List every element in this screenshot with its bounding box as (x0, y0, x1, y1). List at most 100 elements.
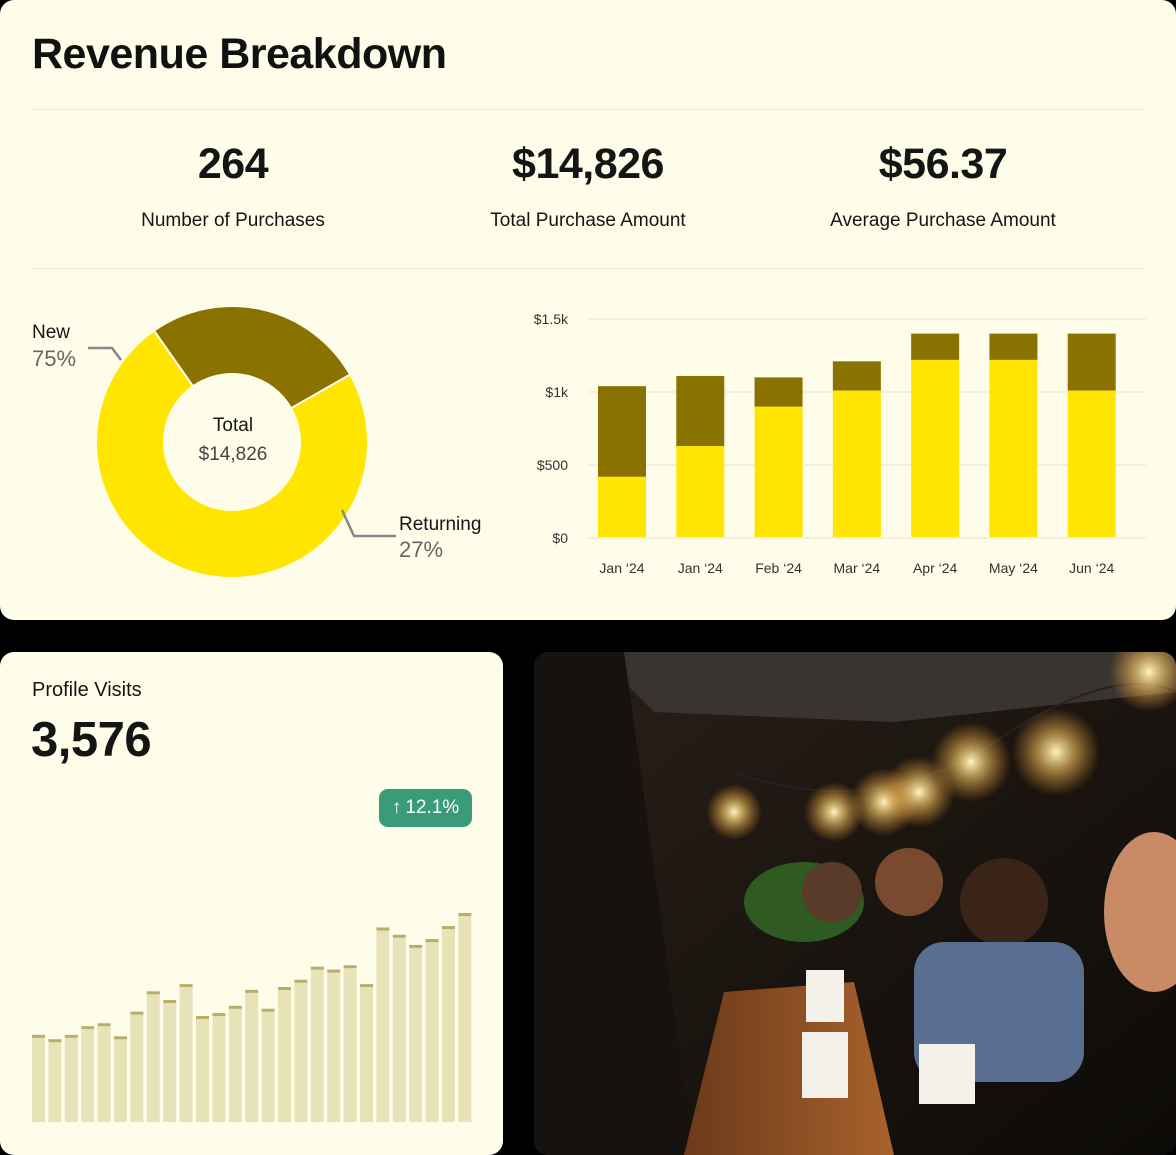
visits-bar-cap (228, 1005, 242, 1009)
page-title: Revenue Breakdown (32, 30, 447, 78)
visits-bar-cap (392, 934, 406, 938)
visits-bar (294, 982, 308, 1122)
bar-returning (598, 386, 646, 477)
visits-bar (212, 1016, 226, 1122)
bar-returning (1067, 333, 1116, 391)
revenue-card: Revenue Breakdown 264 Number of Purchase… (0, 0, 1176, 620)
visits-bar-cap (310, 966, 324, 970)
divider (32, 109, 1144, 110)
cup (919, 1044, 975, 1104)
donut-center-value: $14,826 (199, 444, 268, 465)
visits-bar (114, 1039, 127, 1122)
visits-bar-cap (360, 984, 373, 988)
visits-bar (228, 1008, 242, 1122)
divider (32, 268, 1144, 269)
x-tick-label: Mar ‘24 (834, 560, 881, 576)
donut-slice-returning (152, 305, 352, 410)
truck-side (534, 652, 694, 1155)
leader-line-new (88, 346, 122, 361)
visits-bar-cap (64, 1034, 78, 1038)
photo-illustration (534, 652, 1176, 1155)
y-tick-label: $1k (545, 384, 569, 400)
visits-bar-cap (442, 926, 455, 930)
visits-bar (442, 929, 455, 1122)
donut-center-label: Total (213, 415, 253, 436)
visits-bar (376, 930, 390, 1122)
x-tick-label: Apr ‘24 (913, 560, 958, 576)
stat-total-purchase-amount: $14,826 Total Purchase Amount (408, 138, 768, 232)
donut-slice-new (95, 329, 369, 579)
change-badge: ↑ 12.1% (379, 789, 472, 827)
visits-bar (64, 1037, 78, 1122)
bar-new (989, 359, 1038, 537)
counter (684, 982, 894, 1155)
bar-new (911, 359, 960, 537)
bar-new (598, 476, 646, 537)
stat-number-of-purchases: 264 Number of Purchases (53, 138, 413, 232)
bar-returning (989, 333, 1038, 360)
profile-visits-chart (32, 913, 472, 1122)
visits-bar (425, 942, 439, 1122)
visits-bar (130, 1014, 144, 1122)
profile-visits-label: Profile Visits (32, 679, 142, 701)
visits-bar-cap (278, 986, 291, 990)
x-tick-label: Feb ‘24 (755, 560, 802, 576)
bar-new (1067, 390, 1116, 537)
awning (594, 652, 1176, 722)
legend-value-new: 75% (32, 346, 76, 371)
visits-bar-cap (48, 1039, 62, 1043)
person-2 (875, 848, 943, 916)
visits-bar-cap (425, 939, 439, 943)
visits-bar (458, 916, 472, 1122)
visits-bar (261, 1011, 275, 1122)
visits-bar (146, 994, 160, 1122)
visits-bar-cap (212, 1013, 226, 1017)
visits-bar (196, 1019, 209, 1122)
visits-bar (245, 992, 259, 1122)
visits-bar-cap (327, 969, 341, 973)
visits-bar-cap (245, 989, 259, 993)
visits-bar-cap (376, 927, 390, 931)
visits-bar (409, 947, 423, 1122)
y-tick-label: $500 (537, 457, 568, 473)
legend-label-returning: Returning (399, 514, 481, 535)
visits-bar-cap (146, 991, 160, 995)
person-4 (1104, 832, 1176, 992)
y-tick-label: $1.5k (534, 311, 569, 327)
visits-bar (97, 1026, 111, 1122)
visits-bar-cap (343, 965, 357, 969)
visits-bar-cap (130, 1011, 144, 1015)
legend-value-returning: 27% (399, 537, 443, 562)
person-3 (960, 858, 1048, 946)
bar-new (832, 390, 881, 537)
visits-bar (163, 1003, 177, 1122)
visits-bar-cap (81, 1026, 95, 1030)
visits-bar (310, 969, 324, 1122)
x-tick-label: Jan ‘24 (599, 560, 644, 576)
visits-bar (392, 937, 406, 1122)
visits-bar (343, 968, 357, 1122)
bar-new (676, 446, 725, 537)
visits-bar-cap (114, 1036, 127, 1040)
x-tick-label: May ‘24 (989, 560, 1038, 576)
bar-returning (911, 333, 960, 360)
y-tick-label: $0 (552, 530, 568, 546)
leader-line-returning (340, 509, 396, 538)
photo-food-truck (534, 652, 1176, 1155)
x-tick-label: Jan ‘24 (678, 560, 723, 576)
stat-label: Average Purchase Amount (830, 210, 1056, 231)
cup (802, 1032, 848, 1098)
profile-visits-value: 3,576 (31, 713, 152, 767)
visits-bar (327, 972, 341, 1122)
string-lights (706, 652, 1176, 842)
stat-average-purchase-amount: $56.37 Average Purchase Amount (763, 138, 1123, 232)
stat-label: Total Purchase Amount (490, 210, 686, 231)
visits-bar (179, 987, 193, 1122)
bar-returning (676, 375, 725, 447)
arrow-up-icon: ↑ (391, 797, 402, 818)
stat-label: Number of Purchases (141, 210, 325, 231)
donut-chart: Total $14,826 New 75% Returning 27% (32, 305, 481, 579)
visits-bar (81, 1029, 95, 1122)
visits-bar (278, 989, 291, 1122)
stat-value: $56.37 (878, 140, 1008, 188)
